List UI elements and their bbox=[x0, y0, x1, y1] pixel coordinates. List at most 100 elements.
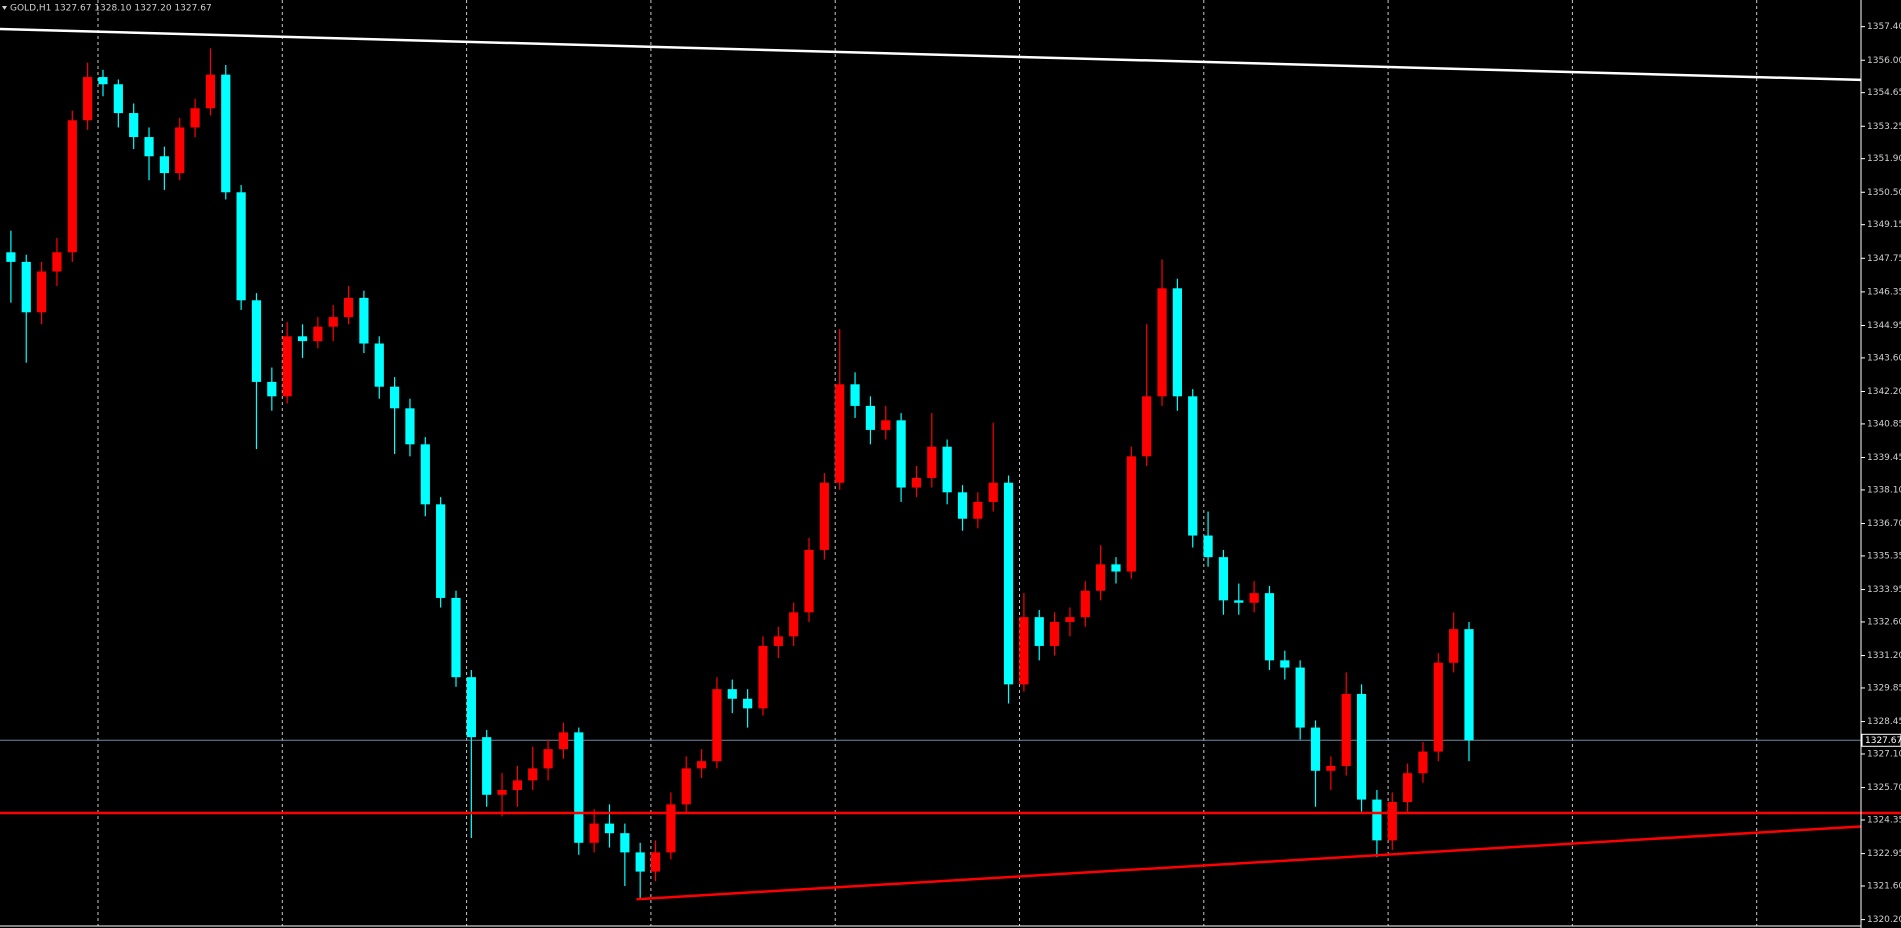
candle-body bbox=[6, 252, 16, 262]
candle-body bbox=[282, 336, 292, 397]
price-axis: 1357.40 1356.00 1354.65 1353.25 1351.90 1350.… bbox=[1861, 22, 1901, 925]
plot bbox=[0, 27, 1901, 901]
y-tick-label: 1327.10 bbox=[1867, 749, 1901, 759]
candle-body bbox=[405, 408, 415, 445]
y-tick-label: 1340.85 bbox=[1867, 419, 1901, 429]
candle-body bbox=[343, 297, 354, 318]
candle-body bbox=[881, 420, 891, 430]
y-tick-label: 1336.70 bbox=[1867, 519, 1901, 529]
candle-body bbox=[297, 336, 308, 342]
candle-body bbox=[988, 482, 998, 502]
menu-icon[interactable] bbox=[2, 6, 7, 10]
candle-body bbox=[1403, 773, 1413, 802]
y-tick-label: 1329.85 bbox=[1867, 683, 1901, 693]
y-tick-label: 1331.20 bbox=[1867, 651, 1901, 661]
candle-body bbox=[190, 108, 200, 128]
y-tick-label: 1354.65 bbox=[1867, 88, 1901, 98]
candle-body bbox=[1280, 660, 1290, 668]
candle-body bbox=[589, 823, 599, 843]
last-price-box bbox=[1861, 733, 1901, 747]
candle-body bbox=[466, 677, 476, 738]
candle-body bbox=[558, 732, 569, 750]
candle-body bbox=[144, 137, 154, 157]
candle-body bbox=[896, 420, 906, 488]
y-tick-label: 1335.35 bbox=[1867, 551, 1901, 561]
candle-body bbox=[1295, 667, 1305, 728]
y-tick-label: 1321.60 bbox=[1867, 881, 1901, 891]
chart-title: GOLD,H1 1327.67 1328.10 1327.20 1327.67 bbox=[10, 4, 212, 14]
candle-body bbox=[436, 504, 446, 598]
candle-body bbox=[1003, 482, 1014, 685]
last-price-label: 1327.67 bbox=[1865, 736, 1901, 746]
candle-body bbox=[957, 492, 968, 519]
candle-body bbox=[528, 768, 538, 781]
candle-body bbox=[1372, 799, 1382, 841]
candle-body bbox=[113, 84, 123, 114]
candle-body bbox=[1449, 629, 1459, 663]
candle-body bbox=[512, 780, 523, 790]
candle-body bbox=[1218, 557, 1229, 601]
candle-body bbox=[52, 252, 62, 272]
candle-body bbox=[1096, 564, 1106, 591]
candle-body bbox=[1326, 765, 1336, 771]
candle-body bbox=[727, 689, 737, 699]
y-tick-label: 1350.50 bbox=[1867, 188, 1901, 198]
y-tick-label: 1324.35 bbox=[1867, 815, 1901, 825]
candle-body bbox=[696, 761, 707, 769]
y-tick-label: 1328.45 bbox=[1867, 717, 1901, 727]
candle-body bbox=[67, 120, 77, 253]
candle-body bbox=[1387, 801, 1397, 841]
y-tick-label: 1349.15 bbox=[1867, 220, 1901, 230]
candle-body bbox=[758, 645, 768, 709]
candle-body bbox=[911, 477, 922, 488]
candle-body bbox=[1172, 288, 1182, 397]
candle-body bbox=[390, 386, 400, 409]
candle-body bbox=[1356, 693, 1367, 800]
candle-body bbox=[129, 113, 139, 138]
candle-body bbox=[1142, 396, 1152, 457]
y-tick-label: 1347.75 bbox=[1867, 254, 1901, 264]
y-tick-label: 1353.25 bbox=[1867, 122, 1901, 132]
candle-body bbox=[1310, 727, 1321, 771]
candle-body bbox=[1249, 593, 1259, 603]
candle-body bbox=[267, 381, 277, 397]
candle-body bbox=[1433, 662, 1443, 752]
candle-body bbox=[1126, 456, 1136, 572]
candle-body bbox=[251, 300, 262, 382]
candle-body bbox=[773, 636, 783, 646]
candle-body bbox=[1049, 621, 1060, 646]
y-tick-label: 1333.95 bbox=[1867, 585, 1901, 595]
candle-body bbox=[1080, 590, 1090, 618]
candle-body bbox=[1034, 617, 1044, 646]
candle-body bbox=[1341, 693, 1351, 766]
candle-body bbox=[789, 612, 799, 637]
candle-body bbox=[543, 749, 553, 769]
candle-body bbox=[175, 127, 185, 174]
candle-body bbox=[574, 732, 584, 843]
candle-body bbox=[681, 768, 691, 805]
candle-body bbox=[942, 446, 952, 493]
candle-body bbox=[620, 833, 630, 853]
candle-body bbox=[1264, 593, 1275, 661]
candle-body bbox=[604, 823, 615, 834]
candle-body bbox=[451, 597, 461, 678]
candle-body bbox=[804, 549, 814, 613]
y-tick-label: 1320.20 bbox=[1867, 915, 1901, 925]
candle-body bbox=[36, 271, 47, 313]
candle-body bbox=[650, 852, 661, 872]
candle-body bbox=[850, 384, 860, 406]
candle-body bbox=[374, 343, 384, 387]
candle-body bbox=[666, 804, 676, 853]
y-tick-label: 1344.95 bbox=[1867, 321, 1901, 331]
candle-body bbox=[712, 689, 722, 762]
candle-body bbox=[313, 326, 323, 342]
candle-body bbox=[21, 261, 31, 313]
candle-body bbox=[205, 74, 216, 109]
candle-body bbox=[1203, 535, 1213, 558]
candle-body bbox=[1418, 751, 1428, 774]
candle-body bbox=[1188, 396, 1198, 536]
candle-body bbox=[1157, 288, 1167, 397]
y-tick-label: 1325.70 bbox=[1867, 783, 1901, 793]
candle-body bbox=[819, 482, 829, 550]
